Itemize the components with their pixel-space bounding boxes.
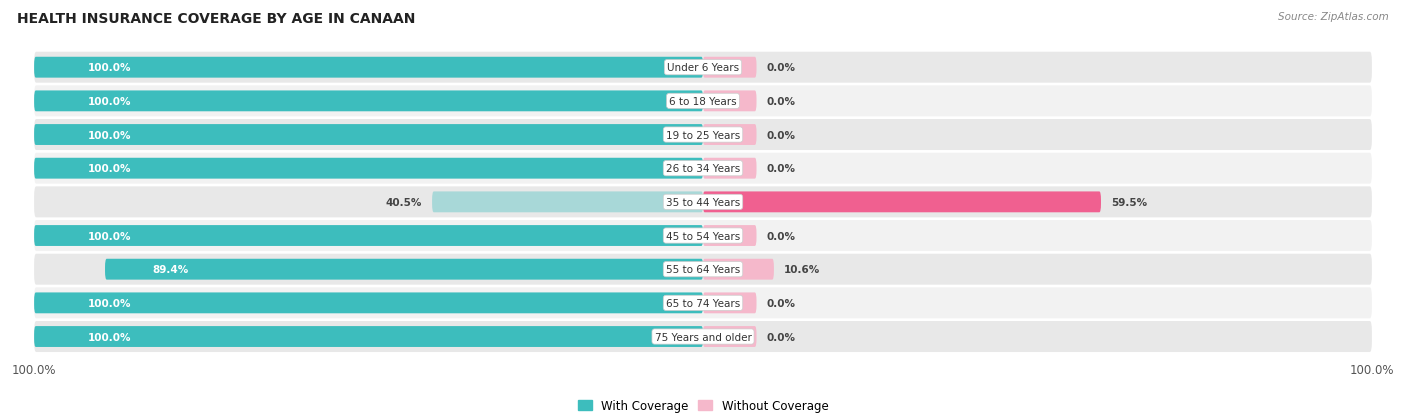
Text: 0.0%: 0.0% xyxy=(766,231,796,241)
FancyBboxPatch shape xyxy=(34,225,703,247)
Text: 100.0%: 100.0% xyxy=(87,332,131,342)
FancyBboxPatch shape xyxy=(34,58,703,78)
Text: 0.0%: 0.0% xyxy=(766,63,796,73)
Text: 65 to 74 Years: 65 to 74 Years xyxy=(666,298,740,308)
FancyBboxPatch shape xyxy=(34,120,1372,151)
Text: 19 to 25 Years: 19 to 25 Years xyxy=(666,130,740,140)
FancyBboxPatch shape xyxy=(703,192,1101,213)
Text: 0.0%: 0.0% xyxy=(766,130,796,140)
FancyBboxPatch shape xyxy=(34,326,703,347)
Text: Under 6 Years: Under 6 Years xyxy=(666,63,740,73)
FancyBboxPatch shape xyxy=(105,259,703,280)
FancyBboxPatch shape xyxy=(34,86,1372,117)
Text: 40.5%: 40.5% xyxy=(385,197,422,207)
FancyBboxPatch shape xyxy=(703,293,756,313)
Text: 0.0%: 0.0% xyxy=(766,298,796,308)
FancyBboxPatch shape xyxy=(703,58,756,78)
FancyBboxPatch shape xyxy=(34,125,703,146)
FancyBboxPatch shape xyxy=(34,254,1372,285)
FancyBboxPatch shape xyxy=(34,221,1372,252)
Text: 35 to 44 Years: 35 to 44 Years xyxy=(666,197,740,207)
Text: 10.6%: 10.6% xyxy=(785,265,820,275)
Text: 100.0%: 100.0% xyxy=(87,63,131,73)
Text: 55 to 64 Years: 55 to 64 Years xyxy=(666,265,740,275)
FancyBboxPatch shape xyxy=(34,153,1372,184)
FancyBboxPatch shape xyxy=(703,225,756,247)
Text: Source: ZipAtlas.com: Source: ZipAtlas.com xyxy=(1278,12,1389,22)
Text: 59.5%: 59.5% xyxy=(1111,197,1147,207)
FancyBboxPatch shape xyxy=(703,259,773,280)
Text: 100.0%: 100.0% xyxy=(87,97,131,107)
FancyBboxPatch shape xyxy=(34,321,1372,352)
Text: 45 to 54 Years: 45 to 54 Years xyxy=(666,231,740,241)
Text: 6 to 18 Years: 6 to 18 Years xyxy=(669,97,737,107)
FancyBboxPatch shape xyxy=(34,187,1372,218)
FancyBboxPatch shape xyxy=(34,293,703,313)
FancyBboxPatch shape xyxy=(703,158,756,179)
Legend: With Coverage, Without Coverage: With Coverage, Without Coverage xyxy=(572,394,834,413)
Text: 0.0%: 0.0% xyxy=(766,332,796,342)
FancyBboxPatch shape xyxy=(34,52,1372,83)
Text: HEALTH INSURANCE COVERAGE BY AGE IN CANAAN: HEALTH INSURANCE COVERAGE BY AGE IN CANA… xyxy=(17,12,415,26)
FancyBboxPatch shape xyxy=(703,91,756,112)
FancyBboxPatch shape xyxy=(432,192,703,213)
Text: 100.0%: 100.0% xyxy=(87,164,131,174)
Text: 100.0%: 100.0% xyxy=(87,231,131,241)
FancyBboxPatch shape xyxy=(34,91,703,112)
FancyBboxPatch shape xyxy=(703,326,756,347)
Text: 100.0%: 100.0% xyxy=(87,130,131,140)
FancyBboxPatch shape xyxy=(703,125,756,146)
Text: 26 to 34 Years: 26 to 34 Years xyxy=(666,164,740,174)
FancyBboxPatch shape xyxy=(34,158,703,179)
Text: 100.0%: 100.0% xyxy=(87,298,131,308)
Text: 75 Years and older: 75 Years and older xyxy=(655,332,751,342)
Text: 0.0%: 0.0% xyxy=(766,97,796,107)
Text: 0.0%: 0.0% xyxy=(766,164,796,174)
FancyBboxPatch shape xyxy=(34,288,1372,318)
Text: 89.4%: 89.4% xyxy=(153,265,190,275)
